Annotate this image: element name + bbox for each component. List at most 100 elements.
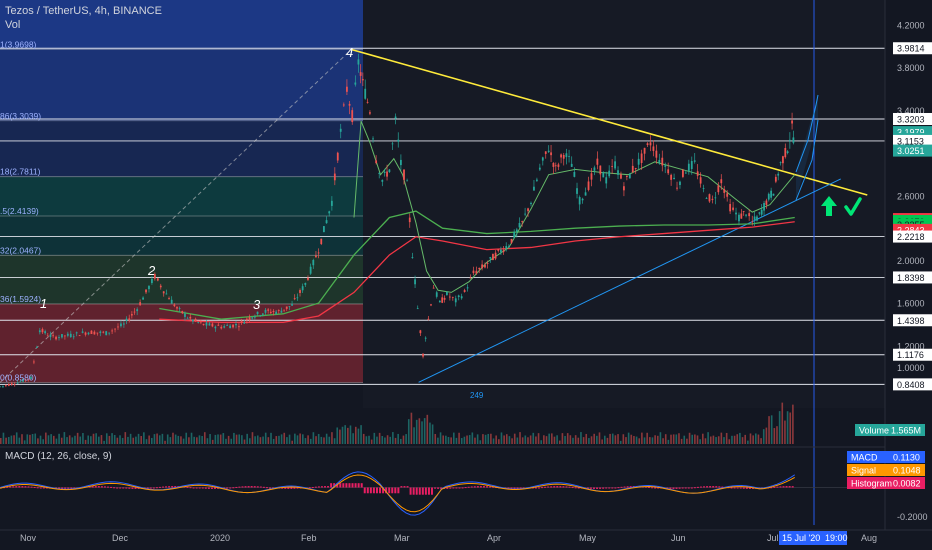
macd-histogram-bar: [165, 486, 168, 488]
wave-label-4[interactable]: 4: [346, 45, 353, 60]
candle-body: [735, 212, 737, 215]
wave-label-3[interactable]: 3: [253, 297, 261, 312]
price-label-value[interactable]: 3.3203: [897, 114, 925, 124]
candle-body: [178, 308, 181, 309]
volume-bar: [5, 437, 7, 444]
volume-label-box[interactable]: [855, 424, 925, 436]
macd-value-box[interactable]: [847, 477, 925, 489]
macd-histogram-bar: [327, 486, 330, 488]
volume-bar: [545, 436, 548, 444]
macd-histogram-bar: [623, 486, 626, 488]
volume-indicator-label[interactable]: Vol: [5, 19, 21, 31]
wave-label-1[interactable]: 1: [40, 296, 47, 311]
macd-histogram-bar: [345, 483, 348, 488]
price-label-value[interactable]: 2.2843: [897, 225, 925, 235]
blue-support-trendline[interactable]: [418, 178, 841, 383]
price-label-value[interactable]: 1.4398: [897, 316, 925, 326]
volume-bar: [283, 432, 286, 444]
volume-bar: [150, 437, 153, 444]
macd-histogram-bar: [788, 486, 791, 488]
volume-bar: [344, 425, 346, 444]
price-label-value[interactable]: 0.8408: [897, 380, 925, 390]
candle-body: [767, 193, 770, 200]
macd-value-box[interactable]: [847, 451, 925, 463]
candle-body: [7, 383, 10, 386]
price-label-value[interactable]: 3.9814: [897, 44, 925, 54]
price-label-value[interactable]: 3.1979: [897, 128, 925, 138]
volume-bar: [0, 438, 2, 444]
volume-bar: [662, 438, 664, 444]
volume-bar: [148, 435, 150, 444]
candle-body: [84, 332, 87, 335]
dashed-trendline[interactable]: [0, 49, 352, 383]
candle-body: [457, 295, 460, 298]
volume-bar: [415, 419, 418, 444]
volume-bar: [638, 438, 641, 444]
candle-body: [614, 161, 616, 169]
macd-histogram-bar: [113, 487, 116, 489]
macd-histogram-bar: [119, 487, 122, 489]
macd-histogram-bar: [58, 487, 61, 489]
candle-body: [646, 143, 649, 146]
price-label-box[interactable]: [893, 348, 932, 361]
volume-bar: [601, 439, 603, 444]
volume-bar: [333, 438, 336, 444]
candle-body: [770, 190, 773, 198]
price-label-value[interactable]: 1.8398: [897, 273, 925, 283]
macd-value-box[interactable]: [847, 464, 925, 476]
volume-bar: [603, 435, 606, 444]
yellow-resistance-trendline[interactable]: [351, 48, 868, 196]
price-label-box[interactable]: [893, 230, 932, 243]
macd-indicator-label[interactable]: MACD (12, 26, close, 9): [5, 451, 112, 462]
price-label-box[interactable]: [893, 314, 932, 327]
volume-bar: [243, 439, 246, 444]
candle-body: [432, 287, 435, 289]
candle-body: [599, 165, 602, 175]
volume-bar: [384, 437, 386, 444]
price-label-box[interactable]: [893, 134, 932, 147]
volume-bar: [29, 434, 31, 444]
candle-body: [256, 311, 259, 315]
wave-label-2[interactable]: 2: [147, 263, 156, 278]
candle-body: [208, 323, 211, 326]
volume-bar: [272, 438, 275, 444]
macd-histogram-bar: [27, 486, 30, 488]
price-label-value[interactable]: 3.0251: [897, 146, 925, 156]
volume-bar: [649, 437, 651, 444]
macd-histogram-bar: [195, 487, 198, 489]
price-label-box[interactable]: [893, 42, 932, 55]
price-label-box[interactable]: [893, 271, 932, 284]
macd-histogram-bar: [678, 487, 681, 489]
candle-body: [248, 317, 251, 320]
volume-bar: [770, 415, 773, 444]
macd-histogram-bar: [693, 487, 696, 489]
price-label-value[interactable]: 3.1153: [897, 136, 924, 146]
volume-bar: [476, 434, 479, 444]
price-label-box[interactable]: [893, 378, 932, 391]
volume-bar: [294, 433, 296, 444]
candle-body: [472, 270, 475, 274]
candle-body: [275, 311, 278, 314]
price-axis-tick: 1.2000: [897, 341, 925, 351]
macd-histogram-bar: [339, 483, 342, 488]
candle-body: [41, 329, 44, 333]
volume-bar: [667, 439, 670, 444]
time-highlight-box[interactable]: [779, 531, 847, 545]
price-label-value[interactable]: 2.2218: [897, 232, 925, 242]
volume-bar: [37, 438, 39, 444]
price-label-box[interactable]: [893, 144, 932, 157]
candle-body: [670, 174, 673, 180]
price-label-value[interactable]: 1.1176: [897, 350, 924, 360]
candle-body: [774, 176, 777, 182]
price-axis-tick: 4.2000: [897, 20, 925, 30]
price-label-box[interactable]: [893, 112, 932, 125]
macd-histogram-bar: [455, 487, 458, 489]
candle-body: [320, 238, 323, 245]
projection-channel-line[interactable]: [795, 94, 819, 173]
projection-channel-line[interactable]: [795, 119, 819, 201]
volume-bar: [201, 436, 203, 444]
volume-bar: [498, 439, 500, 444]
symbol-title[interactable]: Tezos / TetherUS, 4h, BINANCE: [5, 5, 162, 17]
volume-bar: [315, 436, 317, 444]
